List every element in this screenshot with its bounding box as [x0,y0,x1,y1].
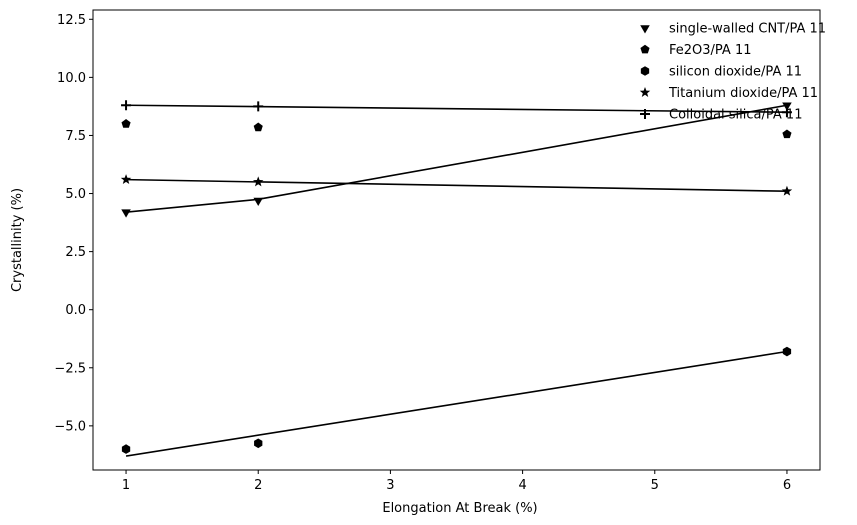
legend-entry: single-walled CNT/PA 11 [640,22,826,37]
legend-label: Colloidal silica/PA 11 [669,108,802,123]
y-tick-label: 2.5 [65,245,86,260]
series-4 [120,174,793,196]
legend-marker [639,87,651,97]
plot-area-frame [92,9,821,471]
chart-legend: single-walled CNT/PA 11 Fe2O3/PA 11 silico… [639,22,826,123]
y-tick-label: 12.5 [57,13,86,28]
x-tick-label: 2 [254,478,262,493]
chart-axes: 1 2 3 4 5 6 −5.0 −2.5 0.0 2.5 5.0 7.5 10.0 12.5 [54,13,791,493]
legend-marker [640,25,650,34]
chart-marks [120,100,793,457]
x-tick-label: 5 [651,478,659,493]
trend-line [126,178,787,193]
x-tick-label: 3 [386,478,394,493]
x-tick-label: 4 [518,478,526,493]
data-point [121,100,132,111]
y-tick-label: 10.0 [57,71,86,86]
data-point [253,176,264,187]
series-1 [121,102,792,218]
data-point [254,438,263,449]
y-tick-label: 0.0 [65,303,86,318]
data-point [121,209,131,218]
data-point [782,102,792,111]
y-tick-label: −5.0 [54,419,86,434]
series-3 [121,346,792,457]
data-point [253,122,263,132]
data-point [121,444,131,454]
legend-label: single-walled CNT/PA 11 [669,22,826,37]
legend-label: Fe2O3/PA 11 [669,43,752,58]
legend-entry: Colloidal silica/PA 11 [640,108,802,123]
y-tick-label: −2.5 [54,361,86,376]
data-point [782,129,792,139]
legend-label: silicon dioxide/PA 11 [669,65,802,80]
legend-marker [640,109,650,119]
data-point [120,174,132,185]
y-tick-label: 7.5 [65,129,86,144]
data-point [253,101,264,112]
data-point [121,119,131,128]
trend-line [125,350,788,457]
legend-entry: silicon dioxide/PA 11 [640,65,802,80]
y-tick-label: 5.0 [65,187,86,202]
data-point [782,346,792,357]
data-point [253,197,263,207]
x-tick-label: 1 [122,478,130,493]
y-axis-label: Crystallinity (%) [10,188,25,292]
x-tick-label: 6 [783,478,791,493]
legend-label: Titanium dioxide/PA 11 [668,86,818,101]
legend-marker [640,44,650,54]
trend-line [126,104,787,114]
data-point [781,185,793,196]
legend-marker [640,66,650,76]
series-5 [121,100,792,118]
legend-entry: Fe2O3/PA 11 [640,43,752,58]
series-2 [121,119,792,139]
data-point [781,107,792,118]
legend-entry: Titanium dioxide/PA 11 [639,86,818,101]
x-axis-label: Elongation At Break (%) [382,501,537,516]
